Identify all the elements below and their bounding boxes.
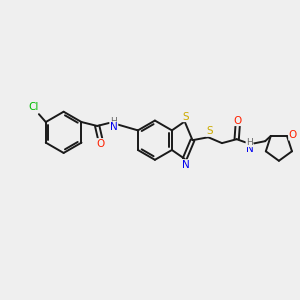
Text: N: N [246,144,253,154]
Text: O: O [96,139,104,148]
Text: Cl: Cl [29,102,39,112]
Text: O: O [233,116,242,126]
Text: S: S [206,126,212,136]
Text: H: H [110,116,117,125]
Text: O: O [289,130,297,140]
Text: S: S [182,112,189,122]
Text: N: N [182,160,190,170]
Text: N: N [110,122,118,132]
Text: H: H [246,138,253,147]
